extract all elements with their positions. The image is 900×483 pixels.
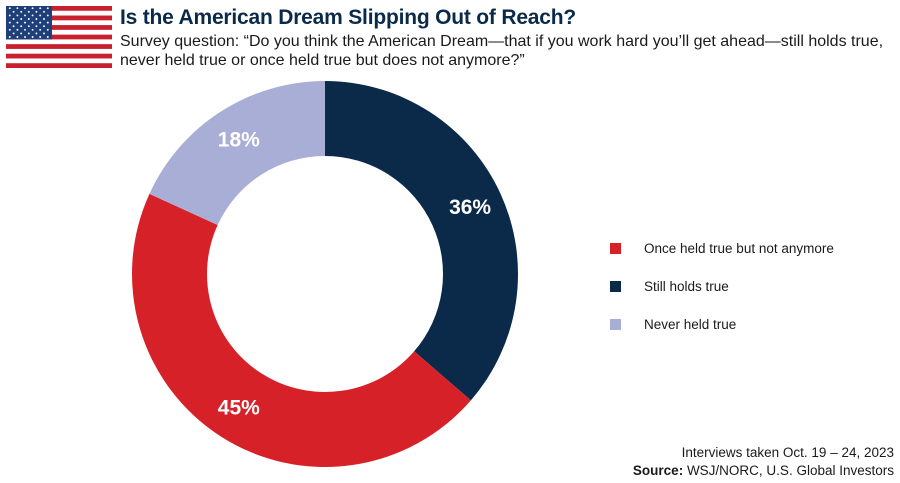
flag-star [31,28,34,31]
flag-star [43,32,45,35]
flag-stripe [6,58,112,64]
flag-star [46,7,49,10]
flag-star [39,21,42,24]
legend-label: Never held true [644,316,737,332]
flag-star [35,25,38,28]
flag-star [39,28,42,31]
flag-star [46,28,49,31]
flag-stripe [6,25,112,31]
flag-star [35,32,38,35]
flag-star [35,10,38,13]
flag-star [24,36,26,38]
flag-stripe [6,39,112,45]
chart-footer: Interviews taken Oct. 19 – 24, 2023 Sour… [633,444,894,480]
flag-star [12,18,15,20]
legend-swatch [610,280,621,292]
source-line: Source: WSJ/NORC, U.S. Global Investors [633,462,894,480]
flag-star [46,36,49,38]
flag-stripe [6,48,112,54]
flag-star [20,25,23,28]
flag-star [31,36,34,38]
slice-still-holds-true [325,81,519,401]
slice-never-held-true [149,81,325,225]
interview-dates-note: Interviews taken Oct. 19 – 24, 2023 [681,445,894,460]
flag-star [43,25,45,28]
flag-star [16,21,19,24]
flag-star [20,18,23,20]
flag-star [27,10,30,13]
flag-stripe [6,6,112,12]
chart-title: Is the American Dream Slipping Out of Re… [120,6,577,29]
flag-star [8,28,11,31]
flag-star [31,14,34,17]
flag-stripe [6,20,112,26]
flag-star [24,28,26,31]
legend-item-still-holds-true: Still holds true [610,276,834,296]
flag-star [35,18,38,20]
slice-value-label: 45% [218,397,260,420]
legend-swatch [610,242,621,254]
source-key: Source: [632,463,684,478]
flag-stripe [6,53,112,59]
flag-star [39,14,42,17]
flag-star [16,7,19,10]
flag-stripe [6,10,112,16]
flag-star [39,36,42,38]
flag-star [46,21,49,24]
flag-star [12,32,15,35]
flag-star [27,25,30,28]
flag-star [8,14,11,17]
flag-star [20,32,23,35]
legend-swatch [610,318,621,330]
flag-star [24,14,26,17]
flag-stripe [6,44,112,50]
flag-star [12,25,15,28]
flag-star [8,36,11,38]
source-value: WSJ/NORC, U.S. Global Investors [683,463,894,478]
flag-star [31,21,34,24]
legend-item-once-held-true: Once held true but not anymore [610,238,834,258]
slice-value-label: 18% [218,128,260,151]
flag-star [31,7,34,10]
flag-star [24,7,26,10]
chart-subtitle: Survey question: “Do you think the Ameri… [120,33,884,69]
flag-star [43,18,45,20]
flag-star [8,7,11,10]
flag-star [27,32,30,35]
flag-star [12,10,15,13]
flag-star [24,21,26,24]
flag-stripe [6,29,112,35]
flag-star [20,10,23,13]
flag-stripe [6,63,112,68]
flag-star [46,14,49,17]
flag-star [27,18,30,20]
slice-value-label: 36% [449,196,491,219]
flag-stripe [6,34,112,40]
flag-star [39,7,42,10]
legend-label: Still holds true [644,278,729,294]
legend-label: Once held true but not anymore [644,240,834,256]
chart-legend: Once held true but not anymore Still hol… [610,238,834,352]
flag-stripe [6,15,112,21]
flag-star [16,28,19,31]
legend-item-never-held-true: Never held true [610,314,834,334]
slice-once-held-true-but-not-anymore [131,193,471,468]
flag-star [16,14,19,17]
us-flag-icon [6,6,112,68]
flag-star [43,10,45,13]
flag-star [16,36,19,38]
flag-star [8,21,11,24]
